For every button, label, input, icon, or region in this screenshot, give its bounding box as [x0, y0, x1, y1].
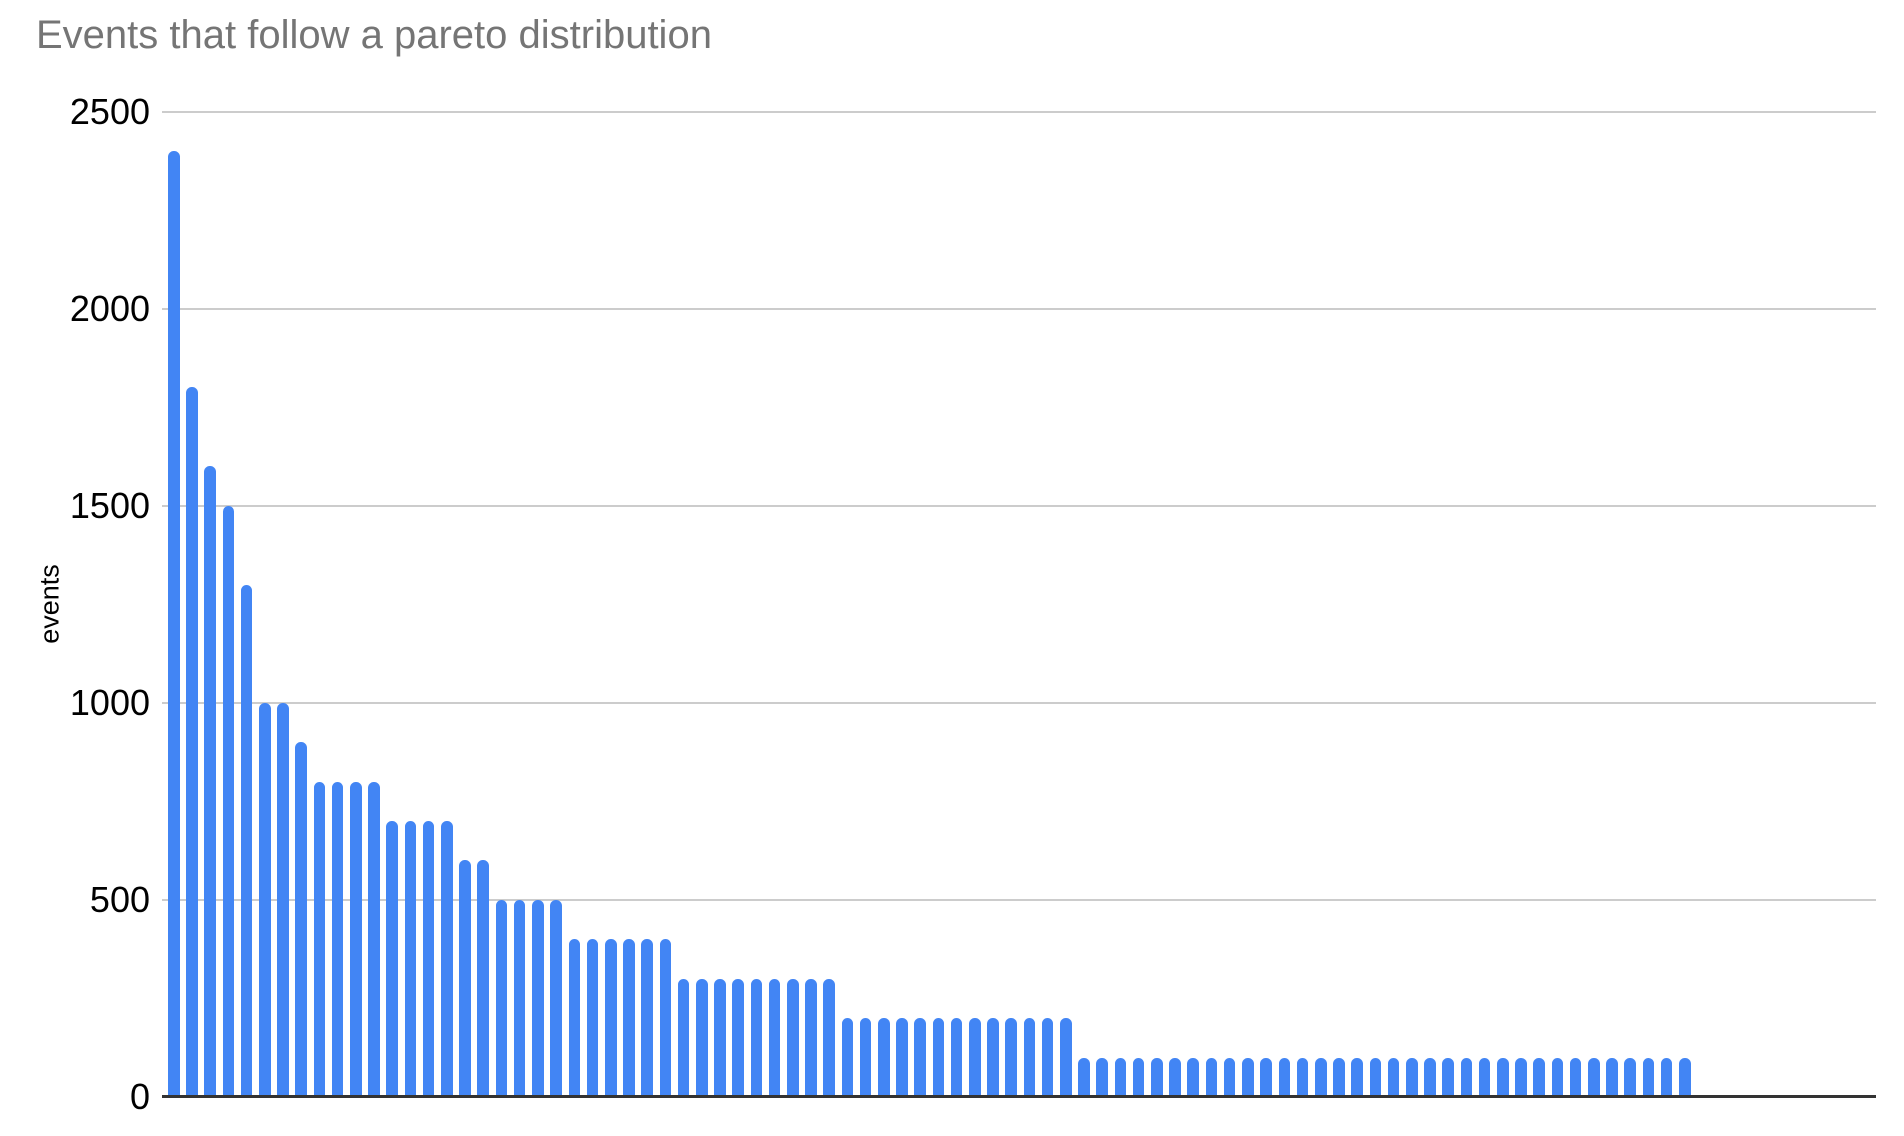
bar[interactable]: [1242, 1058, 1254, 1097]
bar[interactable]: [532, 900, 544, 1097]
y-tick-label: 1500: [69, 484, 150, 526]
bar[interactable]: [1278, 1058, 1291, 1097]
bar[interactable]: [350, 782, 362, 1097]
bar[interactable]: [623, 939, 635, 1097]
bar[interactable]: [1314, 1058, 1327, 1097]
bar[interactable]: [1205, 1058, 1218, 1097]
bar[interactable]: [1060, 1018, 1072, 1097]
gridline: [162, 307, 1876, 310]
bar[interactable]: [404, 821, 417, 1097]
bar[interactable]: [1424, 1058, 1436, 1097]
bar[interactable]: [441, 821, 453, 1097]
bar[interactable]: [259, 703, 271, 1097]
bar[interactable]: [896, 1018, 908, 1097]
bar[interactable]: [186, 387, 198, 1097]
bar[interactable]: [568, 939, 581, 1097]
bar[interactable]: [677, 979, 690, 1097]
bar[interactable]: [659, 939, 672, 1097]
bar[interactable]: [277, 703, 289, 1097]
bar[interactable]: [1041, 1018, 1054, 1097]
bar[interactable]: [1369, 1058, 1382, 1097]
bar[interactable]: [586, 939, 599, 1097]
y-tick-label: 2500: [69, 90, 150, 132]
bar[interactable]: [1223, 1058, 1236, 1097]
bar[interactable]: [477, 860, 490, 1097]
bar[interactable]: [1460, 1058, 1473, 1097]
y-tick-label: 500: [89, 878, 150, 920]
y-axis-title: events: [34, 564, 65, 644]
bar[interactable]: [386, 821, 399, 1097]
bar[interactable]: [823, 979, 835, 1097]
bar[interactable]: [859, 1018, 872, 1097]
bar[interactable]: [1296, 1058, 1309, 1097]
bar[interactable]: [331, 782, 344, 1097]
y-tick-label: 2000: [69, 287, 150, 329]
bar[interactable]: [1387, 1058, 1400, 1097]
bar[interactable]: [1351, 1058, 1363, 1097]
bar[interactable]: [950, 1018, 963, 1097]
chart-title: Events that follow a pareto distribution: [36, 13, 712, 57]
bar[interactable]: [1642, 1058, 1655, 1097]
bar[interactable]: [604, 939, 617, 1097]
gridline: [162, 110, 1876, 113]
bar[interactable]: [1096, 1058, 1109, 1097]
bar[interactable]: [1478, 1058, 1491, 1097]
bar[interactable]: [222, 506, 235, 1097]
gridline: [162, 701, 1876, 704]
bar[interactable]: [768, 979, 781, 1097]
bar[interactable]: [1132, 1058, 1145, 1097]
bar[interactable]: [1551, 1058, 1564, 1097]
bar[interactable]: [1496, 1058, 1509, 1097]
bar[interactable]: [495, 900, 508, 1097]
bar[interactable]: [204, 466, 216, 1097]
gridline: [162, 898, 1876, 901]
bar[interactable]: [1606, 1058, 1618, 1097]
bar[interactable]: [240, 585, 253, 1097]
bar[interactable]: [550, 900, 562, 1097]
bar[interactable]: [841, 1018, 854, 1097]
y-tick-label: 1000: [69, 681, 150, 723]
bar[interactable]: [641, 939, 653, 1097]
bar[interactable]: [459, 860, 471, 1097]
y-tick-label: 0: [129, 1076, 150, 1117]
bar[interactable]: [805, 979, 817, 1097]
bar[interactable]: [1169, 1058, 1181, 1097]
bar[interactable]: [877, 1018, 890, 1097]
bar[interactable]: [1679, 1058, 1691, 1097]
bar[interactable]: [1533, 1058, 1545, 1097]
bar[interactable]: [786, 979, 799, 1097]
bar[interactable]: [313, 782, 326, 1097]
bar[interactable]: [1569, 1058, 1582, 1097]
bar[interactable]: [1260, 1058, 1272, 1097]
bar[interactable]: [368, 782, 380, 1097]
bar[interactable]: [1660, 1058, 1673, 1097]
bar[interactable]: [1187, 1058, 1200, 1097]
bar[interactable]: [295, 742, 308, 1097]
bar[interactable]: [1515, 1058, 1527, 1097]
bar[interactable]: [1405, 1058, 1418, 1097]
bar[interactable]: [914, 1018, 926, 1097]
bar[interactable]: [1023, 1018, 1036, 1097]
bar[interactable]: [168, 151, 180, 1097]
bar[interactable]: [1078, 1058, 1090, 1097]
bar[interactable]: [513, 900, 526, 1097]
bar[interactable]: [987, 1018, 999, 1097]
bar[interactable]: [732, 979, 744, 1097]
bar[interactable]: [1624, 1058, 1636, 1097]
bar[interactable]: [1442, 1058, 1454, 1097]
bar[interactable]: [695, 979, 708, 1097]
bar[interactable]: [932, 1018, 945, 1097]
bar[interactable]: [1005, 1018, 1018, 1097]
bar[interactable]: [969, 1018, 981, 1097]
bar[interactable]: [1114, 1058, 1127, 1097]
bar[interactable]: [714, 979, 726, 1097]
gridline: [162, 504, 1876, 507]
x-axis-line: [162, 1095, 1876, 1098]
bar[interactable]: [750, 979, 763, 1097]
bar[interactable]: [1151, 1058, 1163, 1097]
bar[interactable]: [1587, 1058, 1600, 1097]
bar[interactable]: [422, 821, 435, 1097]
bar[interactable]: [1333, 1058, 1345, 1097]
